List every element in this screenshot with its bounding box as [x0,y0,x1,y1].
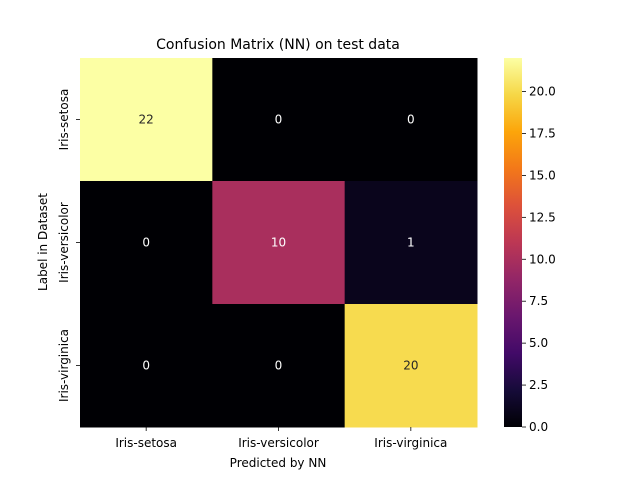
y-tick-label: Iris-setosa [57,89,71,151]
colorbar-tick-label: 17.5 [529,126,556,140]
heatmap-cell [80,181,213,305]
y-tick-label: Iris-virginica [57,329,71,402]
x-axis-ticks: Iris-setosa Iris-versicolor Iris-virginica [115,427,447,450]
chart-title: Confusion Matrix (NN) on test data [156,37,400,53]
cell-annotations: 22 0 00 10 10 0 20 [139,113,419,373]
heatmap-cells [80,58,478,428]
heatmap-cell [344,304,478,428]
cell-value-label: 0 [275,113,283,127]
colorbar-tick-label: 7.5 [529,294,548,308]
colorbar-tick-label: 15.0 [529,168,556,182]
cell-value-label: 22 [139,113,154,127]
cell-value-label: 0 [407,113,415,127]
colorbar-tick-label: 2.5 [529,378,548,392]
cell-value-label: 0 [275,359,283,373]
x-tick-label: Iris-virginica [374,436,447,450]
colorbar [504,58,522,427]
heatmap-cell [212,181,346,305]
colorbar-tick-label: 0.0 [529,420,548,434]
cell-value-label: 20 [403,359,418,373]
cell-value-label: 1 [407,236,415,250]
colorbar-tick-label: 5.0 [529,336,548,350]
heatmap-cell [80,58,213,182]
x-tick-label: Iris-versicolor [238,436,319,450]
y-axis-label: Label in Dataset [36,193,50,291]
y-tick-label: Iris-versicolor [57,202,71,283]
heatmap-cell [80,304,213,428]
cell-value-label: 0 [142,236,150,250]
colorbar-tick-label: 20.0 [529,85,556,99]
heatmap-cell [212,58,346,182]
colorbar-tick-label: 10.0 [529,252,556,266]
heatmap-cell [212,304,346,428]
cell-value-label: 10 [271,236,286,250]
heatmap-cell [344,58,478,182]
y-axis-ticks: Iris-setosa Iris-versicolor Iris-virginica [57,89,80,402]
cell-value-label: 0 [142,359,150,373]
x-tick-label: Iris-setosa [115,436,177,450]
x-axis-label: Predicted by NN [230,456,327,470]
colorbar-tick-label: 12.5 [529,210,556,224]
heatmap-cell [344,181,478,305]
colorbar-ticks: 0.0 2.5 5.0 7.5 10.0 12.5 15.0 17.5 20.0 [522,85,556,434]
